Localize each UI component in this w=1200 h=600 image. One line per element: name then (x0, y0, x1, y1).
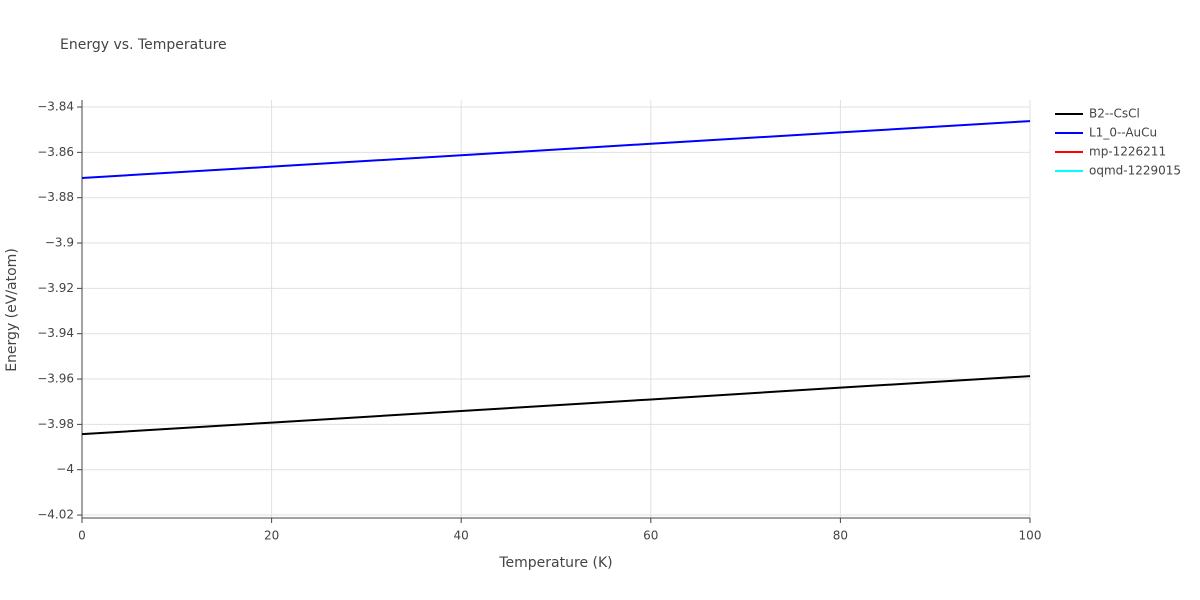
legend-label: oqmd-1229015 (1089, 164, 1181, 178)
y-tick-label: −4.02 (37, 508, 74, 522)
x-tick-label: 60 (643, 529, 658, 543)
x-tick-label: 20 (264, 529, 279, 543)
x-tick-label: 40 (454, 529, 469, 543)
y-tick-label: −3.96 (37, 372, 74, 386)
y-tick-label: −3.98 (37, 417, 74, 431)
series-line (81, 120, 1031, 179)
chart-title: Energy vs. Temperature (60, 37, 227, 53)
y-tick-label: −3.84 (37, 100, 74, 114)
legend-label: B2--CsCl (1089, 107, 1140, 121)
legend-label: L1_0--AuCu (1089, 126, 1157, 140)
x-axis-title: Temperature (K) (498, 555, 612, 571)
y-tick-label: −3.86 (37, 145, 74, 159)
x-tick-label: 80 (833, 529, 848, 543)
y-tick-label: −3.88 (37, 190, 74, 204)
y-tick-label: −4 (56, 462, 74, 476)
x-tick-label: 100 (1019, 529, 1042, 543)
x-tick-label: 0 (78, 529, 86, 543)
y-tick-label: −3.92 (37, 281, 74, 295)
legend-label: mp-1226211 (1089, 145, 1166, 159)
y-axis-title: Energy (eV/atom) (4, 248, 20, 372)
y-tick-label: −3.9 (45, 236, 74, 250)
y-tick-label: −3.94 (37, 326, 74, 340)
series-line (81, 375, 1031, 436)
